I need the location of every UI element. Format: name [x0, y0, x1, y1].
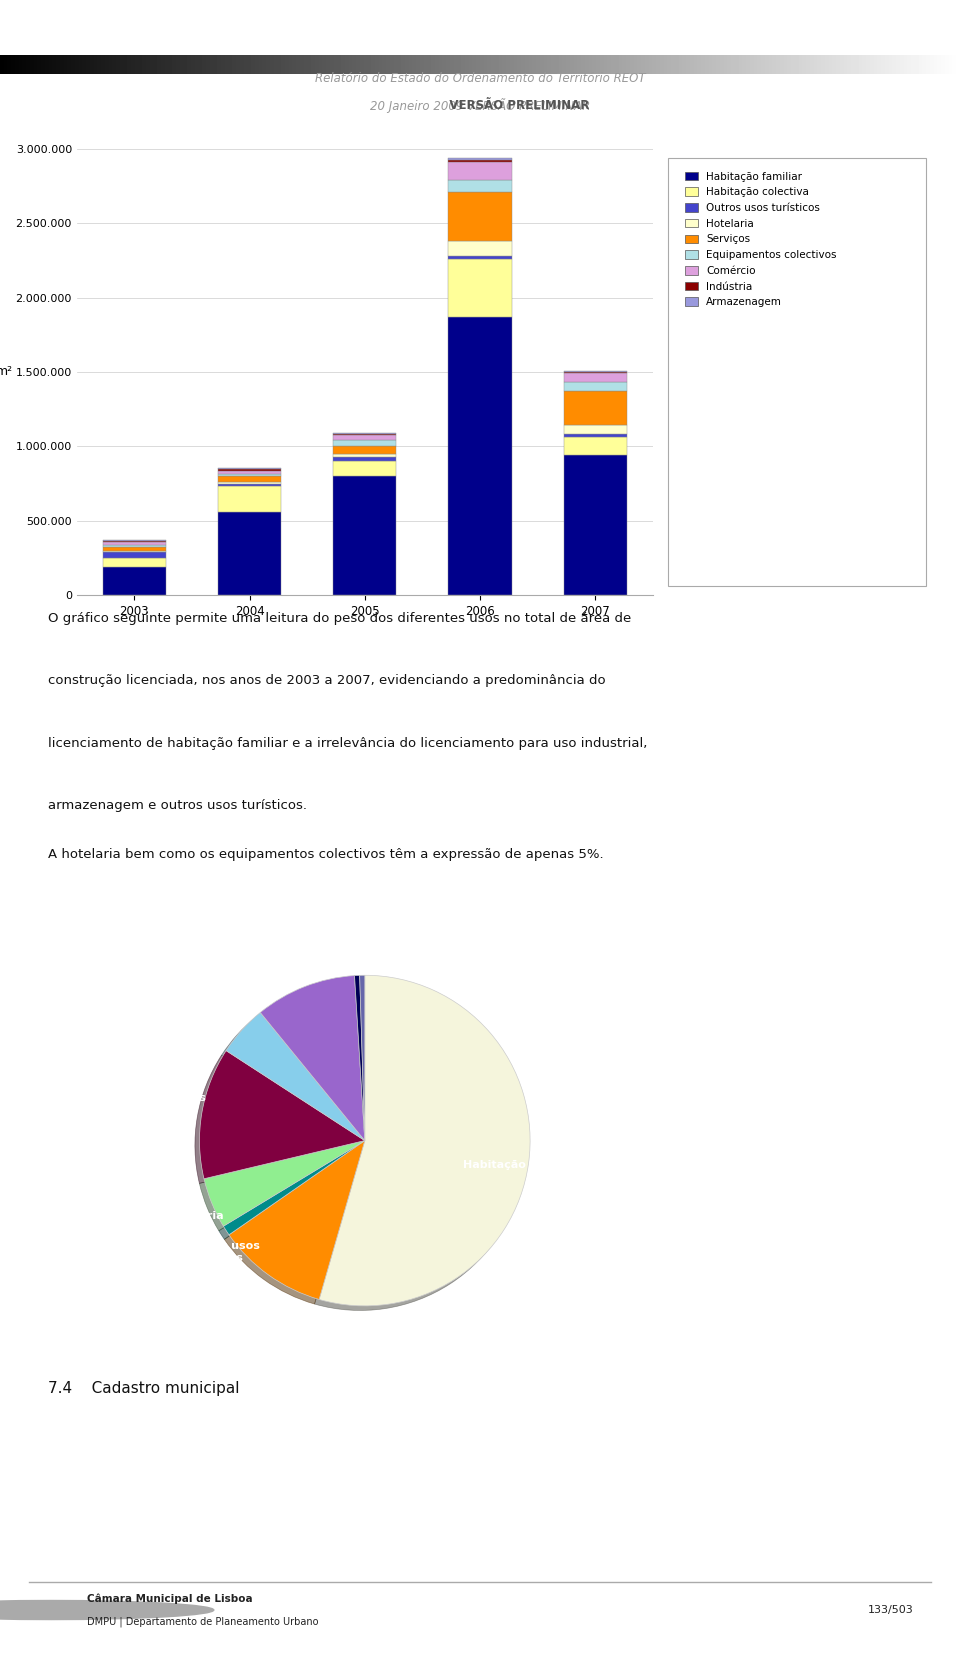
Bar [333, 455, 396, 456]
Wedge shape [319, 975, 530, 1306]
Bar [564, 438, 627, 455]
Bar [218, 481, 281, 483]
Wedge shape [354, 975, 365, 1141]
Wedge shape [229, 1141, 365, 1299]
Text: 7.4    Cadastro municipal: 7.4 Cadastro municipal [48, 1380, 239, 1397]
Text: 20 Janeiro 2009 VERSÃO PRELIMINAR: 20 Janeiro 2009 VERSÃO PRELIMINAR [370, 98, 590, 114]
Wedge shape [204, 1141, 365, 1227]
Bar [448, 241, 512, 256]
Wedge shape [260, 975, 365, 1141]
Bar [564, 392, 627, 425]
Bar [564, 435, 627, 438]
Wedge shape [360, 975, 365, 1141]
Bar [448, 160, 512, 162]
Bar [218, 473, 281, 476]
Circle shape [0, 1600, 214, 1620]
Bar [333, 461, 396, 476]
Bar [218, 512, 281, 595]
Bar [448, 317, 512, 595]
Text: Serviços
13%: Serviços 13% [153, 1093, 206, 1114]
Bar [564, 374, 627, 382]
Bar [564, 455, 627, 595]
Bar [333, 440, 396, 446]
Bar [333, 435, 396, 440]
Text: 133/503: 133/503 [868, 1605, 913, 1615]
Bar [218, 483, 281, 486]
Text: Câmara Municipal de Lisboa: Câmara Municipal de Lisboa [87, 1593, 253, 1603]
Text: armazenagem e outros usos turísticos.: armazenagem e outros usos turísticos. [48, 798, 307, 812]
Bar [333, 446, 396, 455]
Text: construção licenciada, nos anos de 2003 a 2007, evidenciando a predominância do: construção licenciada, nos anos de 2003 … [48, 674, 606, 688]
Text: Hotelaria
5%: Hotelaria 5% [166, 1212, 224, 1233]
Text: Equipamentos
colectivos
5%: Equipamentos colectivos 5% [204, 980, 294, 1013]
Text: licenciamento de habitação familiar e a irrelevância do licenciamento para uso i: licenciamento de habitação familiar e a … [48, 737, 647, 749]
Wedge shape [224, 1141, 365, 1235]
Text: Comércio
10%: Comércio 10% [257, 929, 316, 950]
Wedge shape [200, 1051, 365, 1179]
Text: VERSÃO PRELIMINAR: VERSÃO PRELIMINAR [371, 99, 589, 112]
Legend: Habitação familiar, Habitação colectiva, Outros usos turísticos, Hotelaria, Serv: Habitação familiar, Habitação colectiva,… [681, 167, 841, 311]
Bar [564, 425, 627, 435]
Text: Indústria
0%: Indústria 0% [326, 916, 383, 937]
Bar [448, 260, 512, 317]
Wedge shape [227, 1013, 365, 1141]
Text: DMPU | Departamento de Planeamento Urbano: DMPU | Departamento de Planeamento Urban… [87, 1617, 319, 1627]
Bar [448, 162, 512, 180]
Bar [448, 256, 512, 260]
Bar [103, 552, 166, 557]
Bar [448, 180, 512, 192]
Bar [333, 456, 396, 461]
FancyBboxPatch shape [668, 157, 925, 587]
Bar [218, 471, 281, 473]
Bar [103, 567, 166, 595]
Text: Outros usos
turísticos
1%: Outros usos turísticos 1% [184, 1241, 259, 1274]
Bar [218, 476, 281, 481]
Bar [103, 545, 166, 547]
Text: O gráfico seguinte permite uma leitura do peso dos diferentes usos no total de á: O gráfico seguinte permite uma leitura d… [48, 612, 632, 625]
Bar [448, 192, 512, 241]
Bar [218, 486, 281, 512]
Bar [564, 382, 627, 392]
Text: Habitação colectiva
11%: Habitação colectiva 11% [179, 1304, 300, 1326]
Bar [103, 547, 166, 550]
Text: Armazenagem
0%: Armazenagem 0% [273, 914, 362, 937]
Y-axis label: m²: m² [0, 365, 13, 379]
Bar [333, 476, 396, 595]
Text: A hotelaria bem como os equipamentos colectivos têm a expressão de apenas 5%.: A hotelaria bem como os equipamentos col… [48, 848, 604, 861]
Bar [103, 542, 166, 545]
Text: Relatório do Estado do Ordenamento do Território REOT: Relatório do Estado do Ordenamento do Te… [315, 73, 645, 84]
Text: Habitação familiar
55%: Habitação familiar 55% [463, 1160, 578, 1182]
Bar [103, 557, 166, 567]
